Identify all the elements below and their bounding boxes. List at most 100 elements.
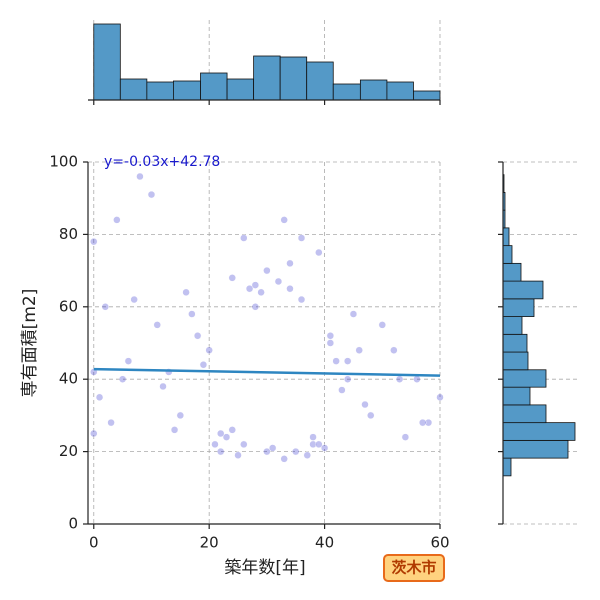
badge: 茨木市 xyxy=(391,559,436,577)
histogram-bar xyxy=(226,78,255,101)
scatter-point xyxy=(263,266,271,275)
scatter-point xyxy=(286,284,294,293)
regression-line xyxy=(93,367,441,377)
scatter-point xyxy=(211,440,219,449)
scatter-point xyxy=(390,346,398,354)
scatter-point xyxy=(234,451,242,459)
scatter-point xyxy=(170,426,179,434)
histogram-bar xyxy=(502,298,535,317)
scatter-point xyxy=(130,295,138,304)
scatter-point xyxy=(291,447,300,456)
scatter-point xyxy=(176,411,185,420)
histogram-bar xyxy=(502,262,522,282)
scatter-point xyxy=(424,418,433,427)
scatter-point xyxy=(332,357,340,365)
x-tick-label: 60 xyxy=(430,534,449,552)
scatter-point xyxy=(216,447,225,456)
scatter-point xyxy=(113,216,121,224)
y-tick-label: 0 xyxy=(68,515,78,533)
histogram-bar xyxy=(253,55,281,101)
scatter-point xyxy=(315,248,323,257)
scatter-point xyxy=(240,440,248,449)
scatter-point xyxy=(118,375,127,383)
scatter-point xyxy=(199,360,208,369)
scatter-point xyxy=(124,357,133,365)
scatter-point xyxy=(268,444,277,452)
scatter-point xyxy=(349,310,358,318)
histogram-bar xyxy=(93,23,121,101)
histogram-bar xyxy=(413,90,441,101)
scatter-point xyxy=(413,375,421,383)
histogram-bar xyxy=(502,280,544,300)
x-tick-label: 40 xyxy=(315,534,334,552)
fit-equation: y=-0.03x+42.78 xyxy=(104,154,220,170)
histogram-bar xyxy=(502,369,547,388)
scatter-point xyxy=(418,418,427,427)
scatter-point xyxy=(395,375,404,383)
scatter-point xyxy=(228,274,237,282)
scatter-point xyxy=(216,429,225,438)
scatter-point xyxy=(309,433,317,441)
scatter-point xyxy=(274,277,283,286)
histogram-bar xyxy=(502,386,531,406)
scatter-point xyxy=(251,303,260,311)
histogram-bar xyxy=(502,422,576,441)
scatter-point xyxy=(343,375,352,383)
scatter-point xyxy=(367,411,375,420)
scatter-point xyxy=(257,288,265,297)
scatter-point xyxy=(107,418,115,427)
scatter-point xyxy=(315,440,323,449)
y-tick-label: 80 xyxy=(59,225,78,243)
scatter-point xyxy=(326,339,335,347)
histogram-bar xyxy=(332,83,361,101)
scatter-point xyxy=(326,332,335,340)
scatter-point xyxy=(251,281,260,289)
scatter-point xyxy=(90,429,98,438)
scatter-point xyxy=(101,303,110,311)
scatter-point xyxy=(286,259,294,268)
scatter-point xyxy=(297,295,306,304)
scatter-point xyxy=(182,288,190,297)
histogram-bar xyxy=(279,56,308,101)
scatter-point xyxy=(90,237,98,246)
y-tick-label: 100 xyxy=(49,153,78,171)
x-tick-label: 0 xyxy=(89,534,99,552)
scatter-point xyxy=(401,433,410,441)
scatter-point xyxy=(280,216,288,224)
histogram-bar xyxy=(502,457,512,477)
scatter-point xyxy=(338,386,346,394)
scatter-point xyxy=(222,433,231,441)
histogram-bar xyxy=(359,79,388,101)
scatter-point xyxy=(153,321,161,329)
scatter-point xyxy=(193,332,202,340)
scatter-point xyxy=(136,172,144,181)
histogram-bar xyxy=(502,351,529,371)
x-tick-label: 20 xyxy=(200,534,219,552)
scatter-point xyxy=(343,357,352,365)
scatter-point xyxy=(378,321,387,329)
scatter-point xyxy=(240,234,248,242)
histogram-bar xyxy=(502,245,513,264)
histogram-bar xyxy=(502,333,528,353)
scatter-point xyxy=(297,234,306,242)
histogram-bar xyxy=(306,61,334,101)
histogram-bar xyxy=(119,78,148,101)
y-tick-label: 60 xyxy=(59,297,78,315)
scatter-point xyxy=(228,426,237,434)
scatter-point xyxy=(263,447,271,456)
scatter-point xyxy=(280,455,288,463)
y-tick-label: 40 xyxy=(59,370,78,388)
scatter-point xyxy=(95,393,104,402)
histogram-bar xyxy=(173,80,201,101)
badge-box xyxy=(383,554,445,582)
scatter-point xyxy=(147,190,156,199)
histogram-bar xyxy=(200,72,228,101)
scatter-point xyxy=(303,451,312,459)
scatter-point xyxy=(159,382,167,391)
y-tick-label: 20 xyxy=(59,442,78,460)
scatter-point xyxy=(436,393,444,402)
histogram-bar xyxy=(502,316,523,335)
scatter-point xyxy=(355,346,363,354)
y-axis-label: 専有面積[m2] xyxy=(20,289,40,398)
